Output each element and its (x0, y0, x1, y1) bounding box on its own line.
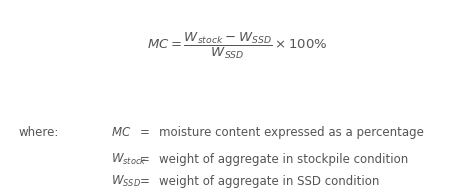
Text: $\mathit{W}_{stock}$: $\mathit{W}_{stock}$ (111, 152, 147, 167)
Text: =: = (140, 175, 149, 188)
Text: =: = (140, 126, 149, 139)
Text: weight of aggregate in SSD condition: weight of aggregate in SSD condition (159, 175, 379, 188)
Text: $\mathit{W}_{SSD}$: $\mathit{W}_{SSD}$ (111, 174, 141, 189)
Text: moisture content expressed as a percentage: moisture content expressed as a percenta… (159, 126, 424, 139)
Text: $\mathit{MC} = \dfrac{\mathit{W}_{stock} - \mathit{W}_{SSD}}{\mathit{W}_{SSD}} \: $\mathit{MC} = \dfrac{\mathit{W}_{stock}… (146, 30, 328, 60)
Text: weight of aggregate in stockpile condition: weight of aggregate in stockpile conditi… (159, 153, 408, 166)
Text: =: = (140, 153, 149, 166)
Text: where:: where: (19, 126, 59, 139)
Text: $\mathit{MC}$: $\mathit{MC}$ (111, 126, 132, 139)
